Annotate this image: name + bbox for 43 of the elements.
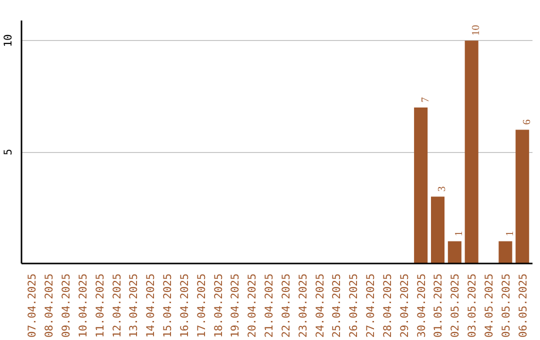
x-tick-label: 05.05.2025 xyxy=(499,274,512,338)
data-label: 7 xyxy=(420,96,432,102)
x-tick-label: 06.05.2025 xyxy=(516,274,530,338)
x-tick-label: 20.04.2025 xyxy=(246,274,259,338)
x-tick-label: 04.05.2025 xyxy=(482,274,496,338)
data-label: 1 xyxy=(454,230,466,236)
x-tick-label: 23.04.2025 xyxy=(296,274,310,338)
x-tick-label: 07.04.2025 xyxy=(26,274,39,338)
bar xyxy=(464,40,478,264)
bar xyxy=(414,107,428,264)
x-tick-label: 13.04.2025 xyxy=(127,274,140,338)
x-tick-label: 16.04.2025 xyxy=(178,274,191,338)
x-tick-label: 03.05.2025 xyxy=(466,274,479,338)
data-label: 6 xyxy=(522,118,533,125)
x-tick-label: 29.04.2025 xyxy=(398,274,411,338)
bar xyxy=(430,196,445,264)
x-tick-label: 11.04.2025 xyxy=(93,274,106,338)
x-tick-label: 18.04.2025 xyxy=(212,274,225,338)
bar xyxy=(448,241,462,264)
x-tick-label: 19.04.2025 xyxy=(228,274,242,338)
x-tick-label: 17.04.2025 xyxy=(194,274,208,338)
data-label: 10 xyxy=(471,24,482,36)
x-tick-label: 02.05.2025 xyxy=(448,274,462,338)
x-tick-label: 10.04.2025 xyxy=(76,274,90,338)
data-label: 3 xyxy=(437,186,448,192)
x-tick-label: 28.04.2025 xyxy=(380,274,394,338)
x-tick-label: 24.04.2025 xyxy=(313,274,326,338)
data-label: 1 xyxy=(504,230,516,236)
x-tick-label: 12.04.2025 xyxy=(110,274,124,338)
x-tick-label: 25.04.2025 xyxy=(330,274,344,338)
x-tick-label: 14.04.2025 xyxy=(144,274,158,338)
x-tick-label: 30.04.2025 xyxy=(414,274,428,338)
x-tick-label: 09.04.2025 xyxy=(59,274,72,338)
x-tick-label: 22.04.2025 xyxy=(279,274,292,338)
x-tick-label: 15.04.2025 xyxy=(161,274,174,338)
x-tick-label: 21.04.2025 xyxy=(262,274,276,338)
bar xyxy=(516,130,530,264)
x-tick-label: 01.05.2025 xyxy=(432,274,445,338)
x-tick-label: 26.04.2025 xyxy=(347,274,360,338)
y-tick-label: 5 xyxy=(2,148,14,156)
bar xyxy=(498,241,512,264)
x-tick-label: 08.04.2025 xyxy=(42,274,56,338)
x-tick-label: 27.04.2025 xyxy=(364,274,378,338)
